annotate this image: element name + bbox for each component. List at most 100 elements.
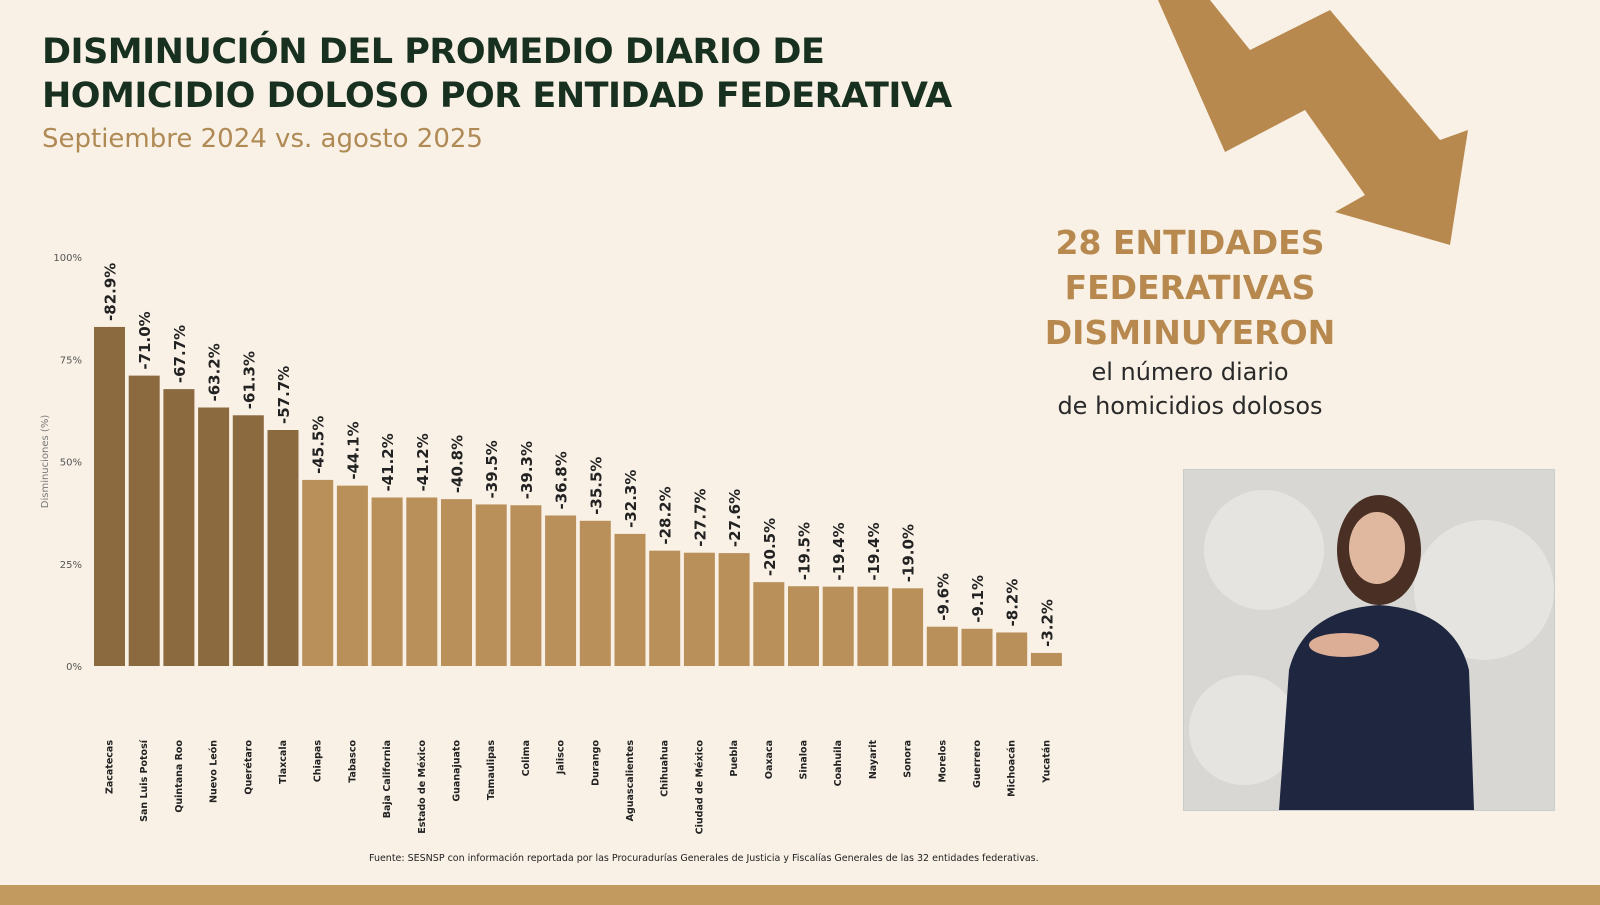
bar [926,626,958,666]
x-tick-label: Nuevo León [209,740,220,803]
x-tick-label: Zacatecas [105,740,116,794]
data-label: -61.3% [240,351,258,409]
data-label: -44.1% [344,421,362,479]
y-axis-label: Disminuciones (%) [40,415,51,509]
bar [961,628,993,666]
data-label: -19.5% [796,522,814,580]
x-tick-label: Colima [521,740,532,776]
data-label: -39.5% [483,440,501,498]
bar [718,553,750,666]
data-label: -27.7% [691,488,709,546]
bar [614,533,646,666]
data-label: -19.0% [900,524,918,582]
subtitle: Septiembre 2024 vs. agosto 2025 [42,124,483,154]
bar [857,586,889,666]
x-tick-label: Jalisco [556,740,567,776]
x-tick-label: Aguascalientes [625,740,636,822]
data-label: -27.6% [726,489,744,547]
bar [579,520,611,666]
data-label: -19.4% [830,522,848,580]
bar [1030,652,1062,666]
bar [475,504,507,666]
bar [128,375,160,666]
x-tick-label: Puebla [729,740,740,777]
bar-chart: 0% 25% 50% 75% 100% Disminuciones (%) -82.9% Za… [40,253,1062,835]
data-label: -45.5% [310,416,328,474]
data-label: -41.2% [379,433,397,491]
data-label: -40.8% [449,435,467,493]
title-line-2: HOMICIDIO DOLOSO POR ENTIDAD FEDERATIVA [42,76,952,116]
bar [336,485,368,666]
callout-line-3: DISMINUYERON [1044,313,1336,352]
x-tick-label: Yucatán [1041,740,1052,784]
bottom-bar [0,885,1600,905]
x-tick-label: Querétaro [243,740,254,795]
callout: 28 ENTIDADES FEDERATIVAS DISMINUYERON el… [1010,220,1370,423]
bar [788,586,819,666]
data-label: -20.5% [761,518,779,576]
data-label: -41.2% [414,433,432,491]
x-tick-label: Oaxaca [764,740,775,779]
data-label: -35.5% [587,457,605,515]
data-label: -36.8% [553,451,571,509]
y-tick-label: 25% [60,560,82,571]
x-tick-label: Chihuahua [660,740,671,797]
x-tick-label: Guanajuato [452,740,463,802]
x-tick-label: Nayarit [868,740,879,780]
data-label: -39.3% [518,441,536,499]
x-tick-label: Tlaxcala [278,740,289,784]
callout-line-4: el número diario [1091,358,1289,386]
bar [406,497,438,666]
y-tick-label: 100% [53,253,82,264]
x-tick-label: Baja California [382,740,393,818]
x-tick-label: Sonora [903,740,914,778]
x-tick-label: Durango [590,740,601,786]
x-tick-label: Coahuila [833,740,844,786]
x-tick-label: Guerrero [972,740,983,789]
title-line-1: DISMINUCIÓN DEL PROMEDIO DIARIO DE [42,32,825,72]
data-label: -71.0% [136,311,154,369]
data-label: -9.1% [969,575,987,623]
bar [232,415,264,666]
data-label: -57.7% [275,366,293,424]
y-tick-label: 0% [66,662,82,673]
data-label: -82.9% [102,263,120,321]
x-tick-label: Estado de México [417,740,428,834]
callout-line-1: 28 ENTIDADES [1055,223,1325,262]
x-tick-label: Ciudad de México [694,740,705,835]
data-label: -28.2% [657,486,675,544]
data-label: -63.2% [206,343,224,401]
data-label: -19.4% [865,522,883,580]
y-tick-label: 75% [60,355,82,366]
x-tick-label: Quintana Roo [174,740,185,813]
data-label: -32.3% [622,470,640,528]
data-label: -67.7% [171,325,189,383]
callout-line-2: FEDERATIVAS [1064,268,1316,307]
x-tick-label: Chiapas [313,740,324,783]
x-tick-label: Sinaloa [799,740,810,779]
bar [996,632,1028,666]
data-label: -8.2% [1004,579,1022,627]
x-tick-label: San Luis Potosí [139,739,150,822]
bar [649,550,681,666]
x-tick-label: Morelos [937,740,948,783]
bar [441,499,472,666]
bar [822,586,854,666]
data-label: -3.2% [1038,599,1056,647]
bar [267,430,299,666]
source-note: Fuente: SESNSP con información reportada… [369,853,1039,864]
x-tick-label: Michoacán [1007,740,1018,797]
bar [371,497,403,666]
sign-language-interpreter-video [1183,469,1555,811]
bar [302,479,334,666]
bar [892,588,924,666]
bar [683,552,715,666]
bar [753,582,785,666]
bar [510,505,542,666]
down-arrow-icon [1158,0,1468,245]
callout-line-5: de homicidios dolosos [1057,392,1323,420]
interpreter-figure [1184,470,1554,810]
bar [545,515,577,666]
data-label: -9.6% [934,573,952,621]
bar [198,407,230,666]
